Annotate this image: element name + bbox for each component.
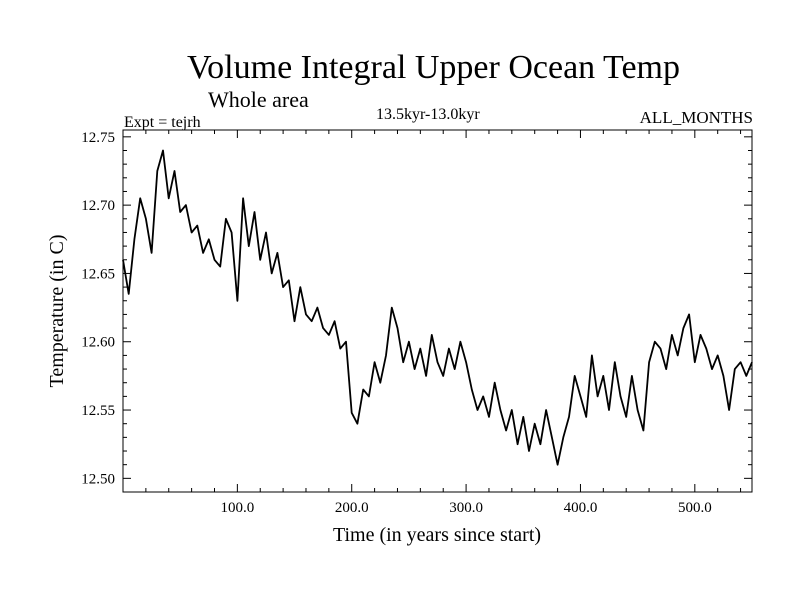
experiment-label: Expt = tejrh	[124, 114, 201, 131]
x-tick-label: 400.0	[564, 500, 598, 516]
y-axis-label: Temperature (in C)	[46, 235, 68, 388]
x-tick-label: 300.0	[449, 500, 483, 516]
axes	[122, 129, 753, 493]
ticks: 12.50 12.55 12.60 12.65 12.70 12.75 100.0 200.0…	[81, 130, 752, 516]
chart-subtitle: Whole area	[208, 87, 309, 112]
series	[122, 149, 753, 466]
x-tick-label: 500.0	[678, 500, 712, 516]
x-tick-label: 200.0	[335, 500, 369, 516]
x-axis-label: Time (in years since start)	[333, 524, 541, 546]
series-line	[122, 149, 753, 466]
y-tick-label: 12.75	[81, 130, 115, 146]
y-tick-label: 12.70	[81, 198, 115, 214]
y-tick-label: 12.65	[81, 266, 115, 282]
y-tick-label: 12.50	[81, 471, 115, 487]
months-label: ALL_MONTHS	[639, 108, 753, 127]
x-tick-label: 100.0	[220, 500, 254, 516]
period-label: 13.5kyr-13.0kyr	[376, 106, 480, 123]
chart-title: Volume Integral Upper Ocean Temp	[187, 49, 680, 86]
plot-frame	[122, 129, 753, 493]
y-tick-label: 12.55	[81, 403, 115, 419]
y-tick-label: 12.60	[81, 335, 115, 351]
